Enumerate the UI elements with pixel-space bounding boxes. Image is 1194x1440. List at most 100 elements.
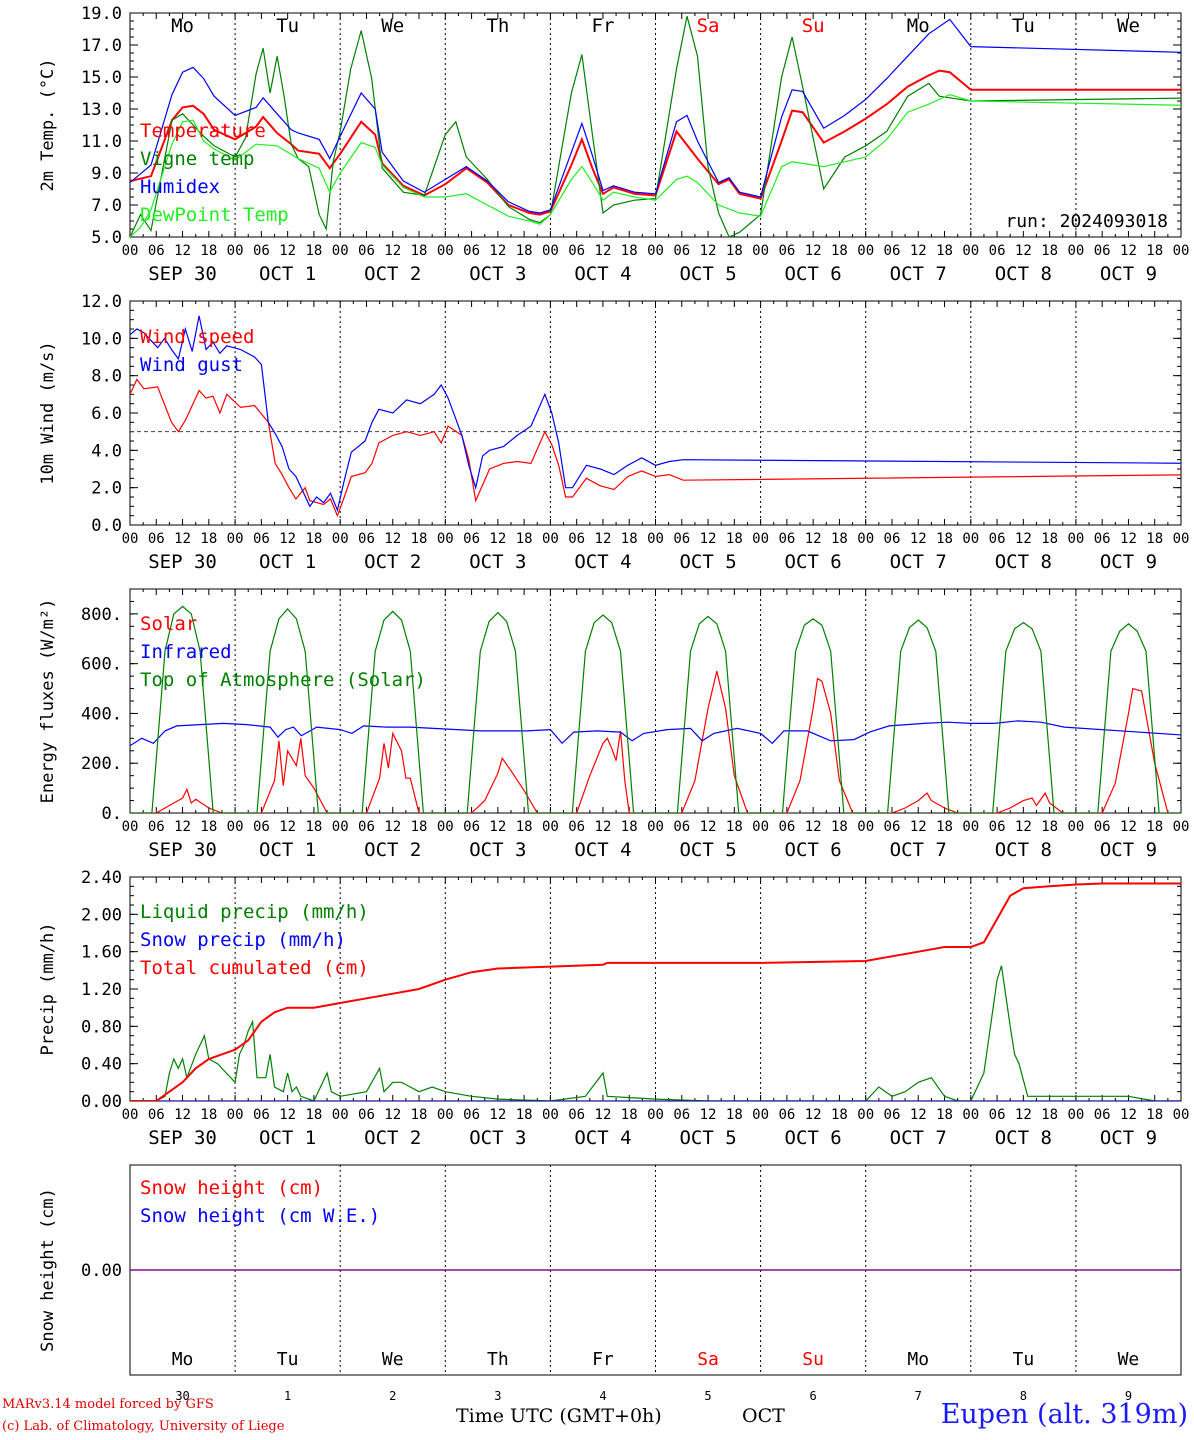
temp-hour-label: 12 [279, 243, 296, 259]
flux-hour-label: 06 [989, 819, 1006, 835]
wind-hour-label: 00 [122, 531, 139, 547]
temp-date-label: OCT 2 [364, 263, 421, 285]
wind-hour-label: 12 [700, 531, 717, 547]
flux-hour-label: 06 [148, 819, 165, 835]
wind-date-label: OCT 1 [259, 551, 316, 573]
wind-hour-label: 18 [726, 531, 743, 547]
weekday-label: Sa [697, 15, 720, 37]
flux-series-solar [130, 670, 1181, 813]
wind-date-label: OCT 9 [1100, 551, 1157, 573]
wind-hour-label: 12 [910, 531, 927, 547]
wind-y-tick-label: 12.0 [81, 292, 122, 312]
flux-hour-label: 12 [910, 819, 927, 835]
wind-series-wind-gust [130, 315, 1181, 513]
temp-hour-label: 00 [122, 243, 139, 259]
temp-y-tick-label: 11.0 [81, 132, 122, 152]
temp-hour-label: 18 [411, 243, 428, 259]
wind-hour-label: 18 [305, 531, 322, 547]
flux-hour-label: 06 [253, 819, 270, 835]
wind-y-tick-label: 10.0 [81, 329, 122, 349]
temp-hour-label: 06 [463, 243, 480, 259]
wind-date-label: SEP 30 [148, 551, 217, 573]
precip-hour-label: 12 [384, 1107, 401, 1123]
temp-hour-label: 00 [227, 243, 244, 259]
wind-hour-label: 12 [1015, 531, 1032, 547]
precip-hour-label: 18 [936, 1107, 953, 1123]
weekday-label: Su [802, 15, 825, 37]
flux-hour-label: 12 [1015, 819, 1032, 835]
flux-series-infrared [130, 720, 1181, 747]
flux-y-tick-label: 0. [102, 804, 122, 824]
precip-y-axis-label: Precip (mm/h) [38, 922, 58, 1055]
weekday-label: Tu [276, 15, 299, 37]
wind-hour-label: 06 [148, 531, 165, 547]
temp-hour-label: 12 [805, 243, 822, 259]
flux-hour-label: 12 [174, 819, 191, 835]
wind-hour-label: 12 [805, 531, 822, 547]
wind-hour-label: 18 [1146, 531, 1163, 547]
precip-y-tick-label: 0.00 [81, 1092, 122, 1112]
precip-hour-label: 12 [1120, 1107, 1137, 1123]
flux-hour-label: 00 [332, 819, 349, 835]
temp-hour-label: 06 [884, 243, 901, 259]
wind-hour-label: 00 [647, 531, 664, 547]
flux-hour-label: 06 [1094, 819, 1111, 835]
precip-hour-label: 06 [673, 1107, 690, 1123]
snow-weekday-label: Sa [697, 1349, 719, 1370]
wind-hour-label: 00 [752, 531, 769, 547]
flux-panel: Energy fluxes (W/m²) [38, 588, 1182, 814]
temp-hour-label: 18 [621, 243, 638, 259]
precip-legend-entry: Snow precip (mm/h) [140, 929, 346, 951]
precip-y-tick-label: 1.20 [81, 980, 122, 1000]
precip-y-tick-label: 0.80 [81, 1017, 122, 1037]
precip-y-tick-label: 0.40 [81, 1055, 122, 1075]
wind-date-label: OCT 4 [574, 551, 631, 573]
flux-hour-label: 00 [227, 819, 244, 835]
precip-hour-label: 00 [647, 1107, 664, 1123]
wind-hour-label: 00 [1067, 531, 1084, 547]
temp-date-label: SEP 30 [148, 263, 217, 285]
flux-hour-label: 18 [1041, 819, 1058, 835]
temp-hour-label: 06 [1094, 243, 1111, 259]
snow-daynum-label: 3 [494, 1389, 501, 1403]
flux-hour-label: 00 [122, 819, 139, 835]
temp-hour-label: 00 [542, 243, 559, 259]
precip-date-label: OCT 4 [574, 1127, 631, 1149]
flux-hour-label: 00 [647, 819, 664, 835]
run-label: run: 2024093018 [1005, 211, 1168, 232]
flux-date-label: OCT 6 [785, 839, 842, 861]
precip-hour-label: 06 [778, 1107, 795, 1123]
precip-legend-entry: Liquid precip (mm/h) [140, 901, 369, 923]
flux-hour-label: 18 [200, 819, 217, 835]
wind-date-label: OCT 3 [469, 551, 526, 573]
flux-hour-label: 18 [516, 819, 533, 835]
precip-hour-label: 00 [227, 1107, 244, 1123]
wind-date-label: OCT 8 [995, 551, 1052, 573]
snow-y-axis-label: Snow height (cm) [38, 1188, 58, 1352]
temp-hour-label: 12 [700, 243, 717, 259]
temp-hour-label: 06 [568, 243, 585, 259]
precip-hour-label: 12 [174, 1107, 191, 1123]
flux-y-axis-label: Energy fluxes (W/m²) [38, 599, 58, 804]
wind-hour-label: 12 [279, 531, 296, 547]
temp-series-dewpoint-temp [130, 93, 1181, 237]
temp-hour-label: 06 [148, 243, 165, 259]
flux-hour-label: 00 [752, 819, 769, 835]
wind-hour-label: 18 [621, 531, 638, 547]
snow-weekday-label: Mo [907, 1349, 929, 1370]
precip-hour-label: 12 [910, 1107, 927, 1123]
flux-hour-label: 18 [1146, 819, 1163, 835]
flux-hour-label: 06 [884, 819, 901, 835]
flux-hour-label: 00 [1173, 819, 1190, 835]
flux-hour-label: 12 [1120, 819, 1137, 835]
wind-y-tick-label: 2.0 [91, 479, 122, 499]
weekday-label: Fr [592, 15, 615, 37]
temp-hour-label: 00 [962, 243, 979, 259]
wind-panel: 10m Wind (m/s) [38, 300, 1182, 526]
wind-hour-label: 18 [936, 531, 953, 547]
temp-hour-label: 12 [384, 243, 401, 259]
precip-hour-label: 18 [516, 1107, 533, 1123]
precip-date-label: OCT 1 [259, 1127, 316, 1149]
snow-daynum-label: 9 [1125, 1389, 1132, 1403]
precip-hour-label: 18 [200, 1107, 217, 1123]
